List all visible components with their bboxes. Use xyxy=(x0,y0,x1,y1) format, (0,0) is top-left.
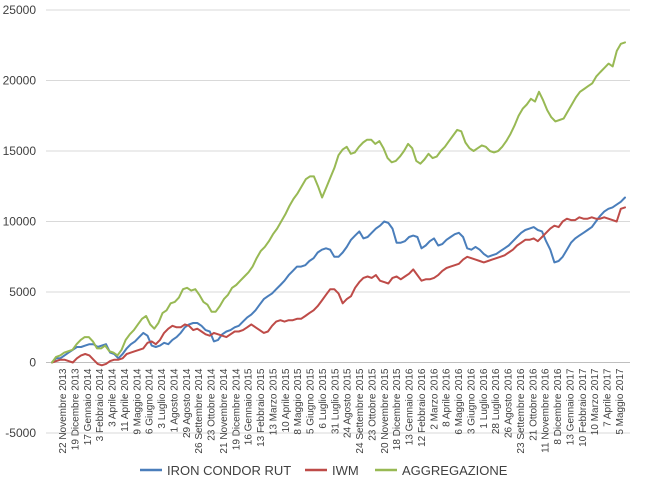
x-tick-label: 26 Agosto 2016 xyxy=(504,368,515,438)
x-tick-label: 3 Luglio 2014 xyxy=(157,368,168,428)
x-tick-label: 31 Luglio 2015 xyxy=(330,368,341,434)
x-tick-label: 3 Giugno 2016 xyxy=(466,368,477,434)
x-tick-label: 10 Aprile 2015 xyxy=(281,368,292,432)
x-tick-label: 8 Dicembre 2016 xyxy=(553,368,564,445)
series-line xyxy=(51,206,626,367)
x-tick-label: 28 Luglio 2016 xyxy=(491,368,502,434)
x-tick-label: 17 Gennaio 2014 xyxy=(83,368,94,445)
x-tick-label: 1 Agosto 2014 xyxy=(169,368,180,432)
legend-label: AGGREGAZIONE xyxy=(402,463,508,478)
legend-label: IRON CONDOR RUT xyxy=(167,463,291,478)
legend-label: IWM xyxy=(332,463,359,478)
x-tick-label: 16 Gennaio 2015 xyxy=(244,368,255,445)
x-tick-label: 19 Dicembre 2013 xyxy=(70,368,81,450)
x-tick-label: 2 Marzo 2016 xyxy=(429,368,440,430)
x-tick-label: 6 Luglio 2015 xyxy=(318,368,329,428)
x-tick-label: 20 Novembre 2015 xyxy=(380,368,391,453)
x-tick-label: 5 Giugno 2015 xyxy=(306,368,317,434)
x-tick-label: 18 Dicembre 2015 xyxy=(392,368,403,450)
x-tick-label: 23 Ottobre 2014 xyxy=(207,368,218,441)
series-line xyxy=(51,41,626,364)
series-lines xyxy=(51,41,626,367)
x-tick-label: 21 Ottobre 2016 xyxy=(528,368,539,441)
x-tick-label: 13 Febbraio 2015 xyxy=(256,368,267,447)
x-tick-label: 3 Febbraio 2014 xyxy=(95,368,106,441)
x-tick-label: 21 Novembre 2014 xyxy=(219,368,230,453)
x-tick-label: 6 Giugno 2014 xyxy=(145,368,156,434)
legend: IRON CONDOR RUT IWM AGGREGAZIONE xyxy=(140,463,508,478)
y-tick-label: 20000 xyxy=(3,74,37,88)
y-tick-label: 5000 xyxy=(9,285,36,299)
y-axis-ticks: -5000 0 5000 10000 15000 20000 25000 xyxy=(3,3,37,440)
x-axis-ticks: 22 Novembre 2013 19 Dicembre 2013 17 Genna… xyxy=(58,368,626,454)
x-tick-label: 24 Agosto 2015 xyxy=(343,368,354,438)
y-tick-label: 25000 xyxy=(3,3,37,17)
x-tick-label: 7 Aprile 2017 xyxy=(603,368,614,427)
x-tick-label: 12 Febbraio 2016 xyxy=(417,368,428,447)
y-tick-label: 10000 xyxy=(3,215,37,229)
x-tick-label: 10 Febbraio 2017 xyxy=(578,368,589,447)
x-tick-label: 19 Dicembre 2014 xyxy=(231,368,242,450)
x-tick-label: 1 Luglio 2016 xyxy=(479,368,490,428)
x-tick-label: 11 Novembre 2016 xyxy=(541,368,552,453)
x-tick-label: 13 Marzo 2015 xyxy=(268,368,279,435)
x-tick-label: 13 Gennaio 2017 xyxy=(565,368,576,445)
y-tick-label: 15000 xyxy=(3,144,37,158)
x-tick-label: 8 Aprile 2016 xyxy=(442,368,453,427)
x-tick-label: 26 Settembre 2014 xyxy=(194,368,205,453)
x-tick-label: 5 Maggio 2017 xyxy=(615,368,626,435)
y-tick-label: 0 xyxy=(29,356,36,370)
x-tick-label: 10 Marzo 2017 xyxy=(590,368,601,435)
x-tick-label: 23 Settembre 2016 xyxy=(516,368,527,453)
series-line xyxy=(51,196,626,364)
x-tick-label: 3 Aprile 2014 xyxy=(108,368,119,427)
x-tick-label: 8 Maggio 2015 xyxy=(293,368,304,435)
y-tick-label: -5000 xyxy=(5,426,36,440)
x-tick-label: 22 Novembre 2013 xyxy=(58,368,69,453)
x-tick-label: 6 Maggio 2016 xyxy=(454,368,465,435)
x-tick-label: 11 Aprile 2014 xyxy=(120,368,131,432)
x-tick-label: 23 Ottobre 2015 xyxy=(367,368,378,441)
x-tick-label: 24 Settembre 2015 xyxy=(355,368,366,453)
x-tick-label: 29 Agosto 2014 xyxy=(182,368,193,438)
x-tick-label: 13 Gennaio 2016 xyxy=(405,368,416,445)
x-tick-label: 9 Maggio 2014 xyxy=(132,368,143,435)
